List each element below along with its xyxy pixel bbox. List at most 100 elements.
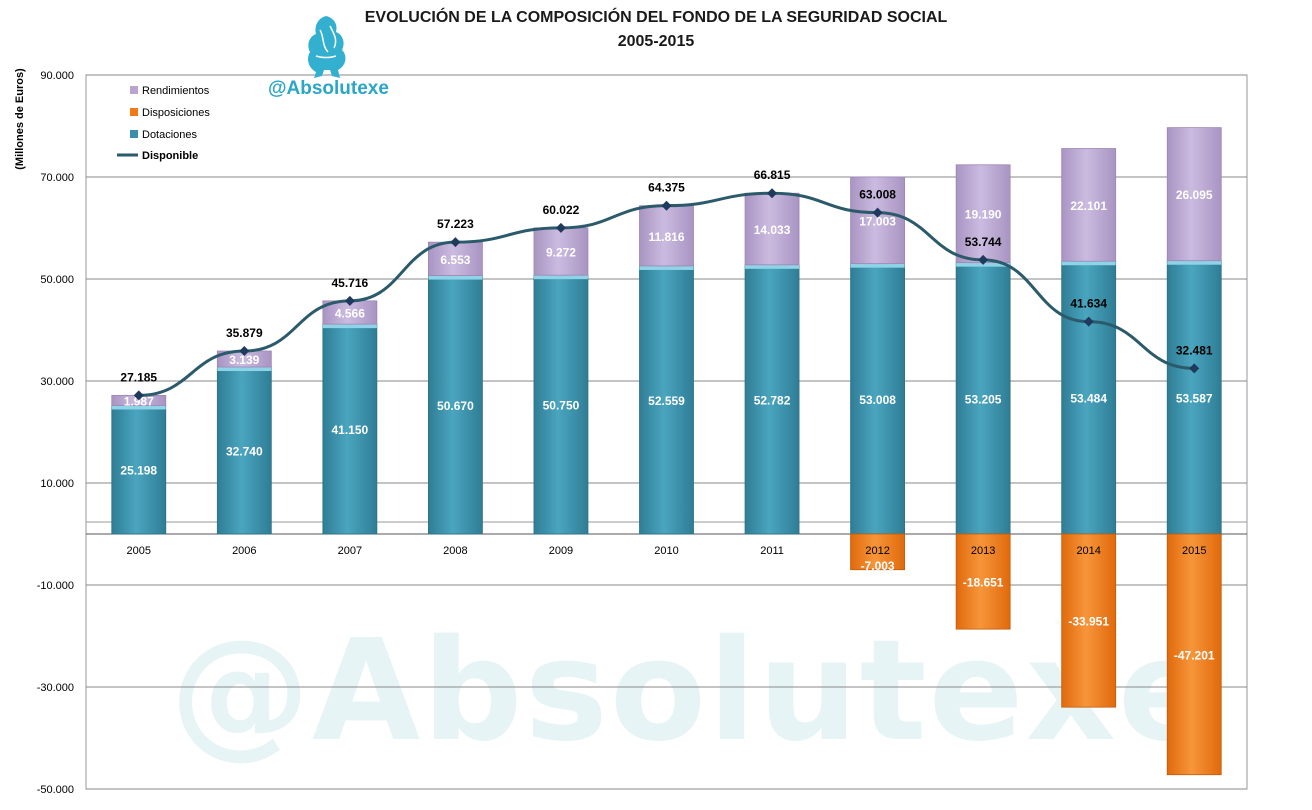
line-point-disponible bbox=[555, 222, 566, 233]
data-label-disposiciones: -7.003 bbox=[861, 559, 895, 573]
y-tick-label: 30.000 bbox=[40, 376, 74, 388]
y-tick-label: 90.000 bbox=[40, 70, 74, 82]
bar-rendimientos bbox=[850, 176, 905, 265]
bar-dotaciones-top bbox=[639, 265, 694, 270]
data-label-disponible: 60.022 bbox=[543, 203, 580, 217]
data-label-rendimientos: 1.987 bbox=[124, 394, 154, 408]
data-label-dotaciones: 53.484 bbox=[1070, 392, 1107, 406]
x-tick-label: 2015 bbox=[1182, 545, 1206, 557]
data-label-rendimientos: 17.003 bbox=[859, 214, 896, 228]
data-label-rendimientos: 19.190 bbox=[965, 208, 1002, 222]
data-label-dotaciones: 52.559 bbox=[648, 394, 685, 408]
data-label-disponible: 57.223 bbox=[437, 217, 474, 231]
legend-swatch bbox=[130, 86, 138, 94]
x-tick-label: 2014 bbox=[1076, 545, 1100, 557]
line-point-disponible bbox=[767, 188, 778, 199]
data-label-rendimientos: 9.272 bbox=[546, 246, 576, 260]
data-label-dotaciones: 25.198 bbox=[120, 464, 157, 478]
bar-dotaciones bbox=[850, 263, 905, 535]
watermark-text: @Absolutexe bbox=[170, 610, 1215, 773]
bar-dotaciones-top bbox=[850, 263, 905, 268]
data-label-dotaciones: 50.750 bbox=[543, 399, 580, 413]
data-label-disponible: 45.716 bbox=[332, 276, 369, 290]
bar-dotaciones-top bbox=[428, 275, 483, 280]
bar-dotaciones-top bbox=[322, 324, 377, 329]
bar-dotaciones bbox=[955, 262, 1011, 535]
y-axis-label: (Millones de Euros) bbox=[14, 68, 26, 170]
bar-dotaciones bbox=[1166, 260, 1222, 535]
bar-dotaciones bbox=[216, 366, 272, 535]
data-label-rendimientos: 6.553 bbox=[440, 253, 470, 267]
data-label-disponible: 53.744 bbox=[965, 235, 1002, 249]
line-point-disponible bbox=[1189, 363, 1200, 374]
line-point-disponible bbox=[133, 390, 144, 401]
x-tick-label: 2007 bbox=[338, 545, 362, 557]
x-tick-label: 2009 bbox=[549, 545, 573, 557]
legend-label: Dotaciones bbox=[142, 129, 198, 141]
x-tick-label: 2010 bbox=[654, 545, 678, 557]
data-label-dotaciones: 41.150 bbox=[332, 423, 369, 437]
data-label-rendimientos: 11.816 bbox=[648, 230, 684, 244]
line-point-disponible bbox=[978, 254, 989, 265]
data-label-disponible: 63.008 bbox=[859, 188, 896, 202]
data-label-disposiciones: -33.951 bbox=[1068, 615, 1109, 629]
bar-dotaciones bbox=[1061, 260, 1117, 535]
bar-disposiciones bbox=[1061, 533, 1117, 708]
x-tick-label: 2012 bbox=[865, 545, 889, 557]
data-label-dotaciones: 53.587 bbox=[1176, 391, 1213, 405]
legend-label: Disposiciones bbox=[142, 107, 210, 119]
chart-title: EVOLUCIÓN DE LA COMPOSICIÓN DEL FONDO DE… bbox=[364, 9, 948, 26]
bar-disposiciones bbox=[850, 533, 905, 571]
line-point-disponible bbox=[872, 207, 883, 218]
data-label-disponible: 41.634 bbox=[1070, 297, 1107, 311]
data-label-disponible: 64.375 bbox=[648, 181, 685, 195]
data-label-rendimientos: 3.139 bbox=[229, 353, 259, 367]
y-tick-label: -10.000 bbox=[37, 580, 74, 592]
data-label-dotaciones: 53.205 bbox=[965, 392, 1002, 406]
data-label-disposiciones: -18.651 bbox=[963, 576, 1004, 590]
data-label-disponible: 32.481 bbox=[1176, 343, 1213, 357]
x-tick-label: 2005 bbox=[127, 545, 151, 557]
legend-label: Disponible bbox=[142, 150, 198, 162]
data-label-dotaciones: 32.740 bbox=[226, 445, 263, 459]
bar-dotaciones bbox=[639, 265, 694, 535]
data-label-disposiciones: -47.201 bbox=[1174, 648, 1215, 662]
bar-rendimientos bbox=[744, 192, 800, 266]
bar-dotaciones-top bbox=[1061, 261, 1116, 266]
bar-dotaciones bbox=[533, 274, 589, 535]
bar-rendimientos bbox=[955, 164, 1011, 264]
data-label-rendimientos: 14.033 bbox=[754, 223, 791, 237]
line-point-disponible bbox=[1083, 316, 1094, 327]
x-tick-label: 2013 bbox=[971, 545, 995, 557]
x-tick-label: 2011 bbox=[760, 545, 784, 557]
legend-swatch bbox=[130, 108, 138, 116]
bar-disposiciones bbox=[1166, 533, 1222, 776]
data-label-dotaciones: 50.670 bbox=[437, 399, 474, 413]
bar-dotaciones bbox=[428, 275, 483, 535]
bar-dotaciones-top bbox=[111, 405, 166, 410]
y-tick-label: -50.000 bbox=[37, 784, 74, 796]
bar-disposiciones bbox=[955, 533, 1011, 630]
bar-dotaciones-top bbox=[533, 275, 588, 280]
bar-dotaciones bbox=[744, 264, 800, 535]
bar-dotaciones bbox=[111, 405, 167, 535]
griffin-logo-icon bbox=[300, 12, 352, 85]
line-point-disponible bbox=[239, 346, 250, 357]
legend-label: Rendimientos bbox=[142, 85, 210, 97]
data-label-disponible: 35.879 bbox=[226, 326, 263, 340]
line-point-disponible bbox=[661, 200, 672, 211]
y-tick-label: -30.000 bbox=[37, 682, 74, 694]
bar-rendimientos bbox=[1166, 127, 1222, 262]
line-point-disponible bbox=[344, 295, 355, 306]
y-tick-label: 70.000 bbox=[40, 172, 74, 184]
y-tick-label: 50.000 bbox=[40, 274, 74, 286]
line-point-disponible bbox=[450, 237, 461, 248]
data-label-rendimientos: 26.095 bbox=[1176, 188, 1213, 202]
data-label-rendimientos: 4.566 bbox=[335, 306, 365, 320]
y-tick-label: 10.000 bbox=[40, 478, 74, 490]
bar-rendimientos bbox=[1061, 148, 1117, 262]
bar-dotaciones-top bbox=[217, 367, 272, 372]
data-label-disponible: 66.815 bbox=[754, 168, 791, 182]
data-label-dotaciones: 53.008 bbox=[859, 393, 896, 407]
